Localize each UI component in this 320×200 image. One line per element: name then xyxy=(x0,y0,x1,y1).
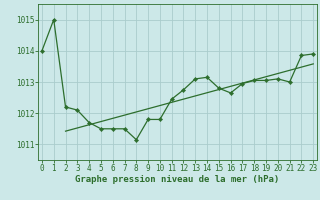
X-axis label: Graphe pression niveau de la mer (hPa): Graphe pression niveau de la mer (hPa) xyxy=(76,175,280,184)
